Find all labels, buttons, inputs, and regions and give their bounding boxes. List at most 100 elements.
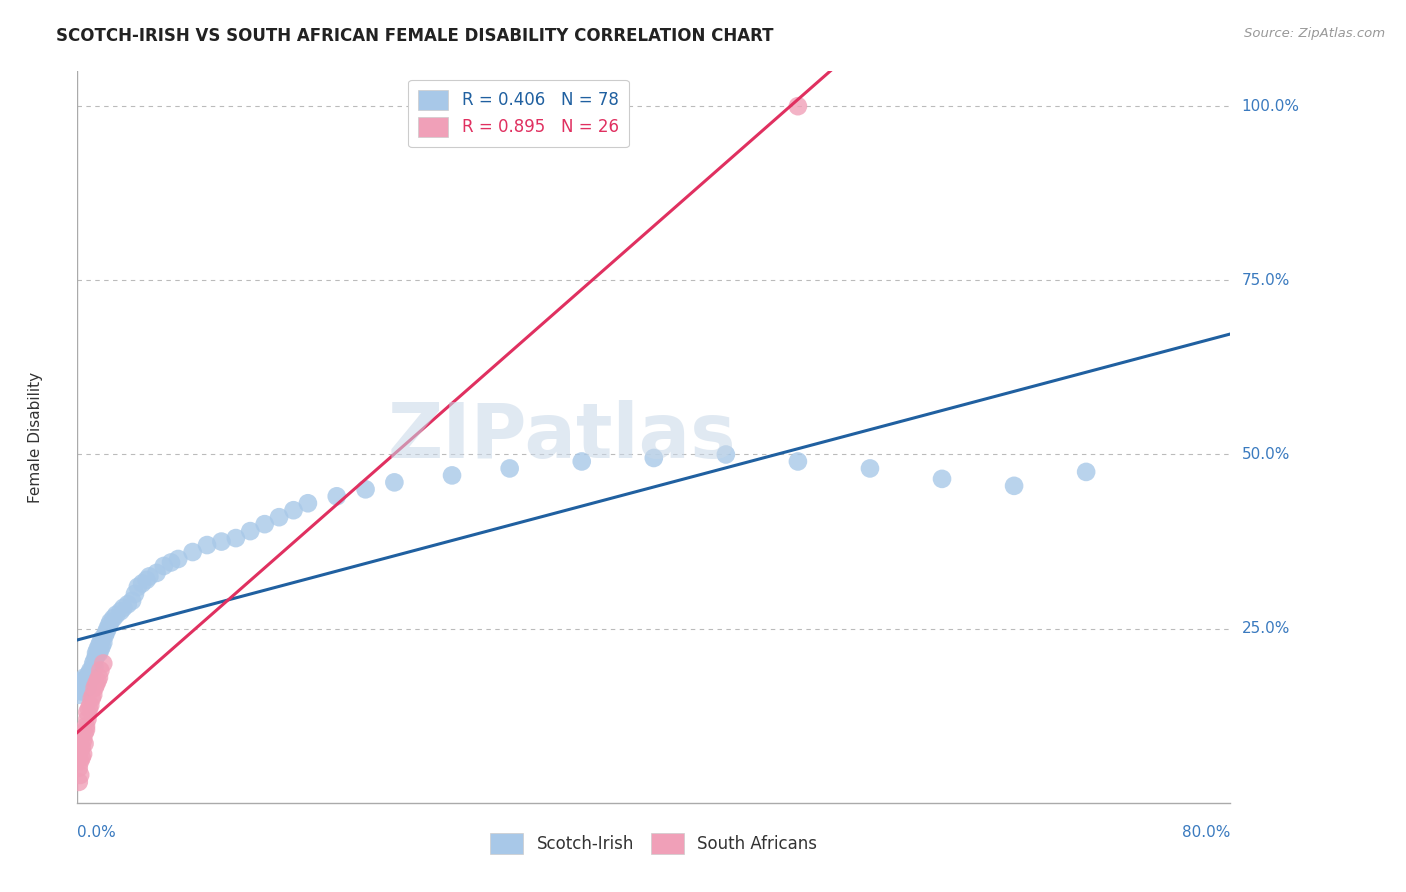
Point [77, 673, 100, 688]
Point [67, 688, 90, 702]
Point [82, 660, 104, 674]
Point [69, 684, 91, 698]
Point [73, 726, 96, 740]
Point [73, 673, 96, 688]
Point [714, 448, 737, 462]
Point [354, 483, 377, 497]
Legend: Scotch-Irish, South Africans: Scotch-Irish, South Africans [484, 827, 824, 860]
Point [100, 615, 122, 629]
Point [79, 664, 101, 678]
Point [297, 496, 319, 510]
Text: 75.0%: 75.0% [1241, 273, 1291, 288]
Point [87, 670, 110, 684]
Point [103, 611, 125, 625]
Point [267, 510, 291, 524]
Point [84, 646, 107, 660]
Point [138, 569, 160, 583]
Point [195, 538, 218, 552]
Point [145, 566, 167, 580]
Point [91, 657, 114, 671]
Text: ZIPatlas: ZIPatlas [387, 401, 735, 474]
Point [787, 454, 810, 468]
Point [75, 719, 97, 733]
Point [79, 698, 101, 713]
Point [225, 531, 247, 545]
Point [72, 733, 94, 747]
Point [80, 670, 103, 684]
Point [70, 673, 93, 688]
Text: 0.0%: 0.0% [77, 825, 117, 839]
Point [97, 622, 120, 636]
Point [110, 604, 132, 618]
Point [89, 664, 111, 678]
Point [80, 664, 103, 678]
Point [77, 667, 100, 681]
Point [73, 681, 96, 695]
Point [131, 576, 153, 591]
Point [283, 503, 305, 517]
Point [86, 673, 108, 688]
Point [93, 629, 115, 643]
Point [127, 580, 149, 594]
Text: 50.0%: 50.0% [1241, 447, 1291, 462]
Point [105, 607, 128, 622]
Point [87, 646, 110, 660]
Point [70, 677, 93, 691]
Point [76, 681, 98, 695]
Point [84, 677, 107, 691]
Point [83, 681, 105, 695]
Point [931, 472, 953, 486]
Point [571, 454, 593, 468]
Point [211, 534, 233, 549]
Point [499, 461, 522, 475]
Point [73, 737, 96, 751]
Point [76, 705, 98, 719]
Point [89, 635, 111, 649]
Point [1076, 465, 1098, 479]
Point [67, 775, 90, 789]
Point [859, 461, 882, 475]
Point [87, 639, 110, 653]
Point [124, 587, 146, 601]
Text: SCOTCH-IRISH VS SOUTH AFRICAN FEMALE DISABILITY CORRELATION CHART: SCOTCH-IRISH VS SOUTH AFRICAN FEMALE DIS… [56, 27, 773, 45]
Point [82, 688, 104, 702]
Point [77, 670, 100, 684]
Point [96, 625, 118, 640]
Point [441, 468, 464, 483]
Point [83, 653, 105, 667]
Point [98, 618, 121, 632]
Point [77, 702, 100, 716]
Point [135, 573, 157, 587]
Point [70, 740, 93, 755]
Point [72, 747, 94, 761]
Point [76, 670, 98, 684]
Point [72, 677, 94, 691]
Point [181, 545, 204, 559]
Point [79, 667, 101, 681]
Point [70, 750, 93, 764]
Point [75, 677, 97, 691]
Text: 25.0%: 25.0% [1241, 621, 1291, 636]
Point [239, 524, 262, 538]
Text: Female Disability: Female Disability [28, 371, 42, 503]
Point [69, 743, 91, 757]
Point [160, 556, 183, 570]
Point [86, 642, 108, 657]
Point [167, 552, 190, 566]
Point [75, 673, 97, 688]
Point [76, 712, 98, 726]
Point [112, 600, 135, 615]
Point [82, 657, 104, 671]
Point [75, 723, 97, 737]
Point [121, 594, 143, 608]
Point [643, 450, 665, 465]
Point [90, 639, 112, 653]
Point [91, 635, 114, 649]
Point [67, 761, 90, 775]
Point [72, 684, 94, 698]
Text: 80.0%: 80.0% [1182, 825, 1230, 839]
Point [382, 475, 406, 490]
Point [117, 597, 139, 611]
Point [89, 642, 111, 657]
Point [69, 681, 91, 695]
